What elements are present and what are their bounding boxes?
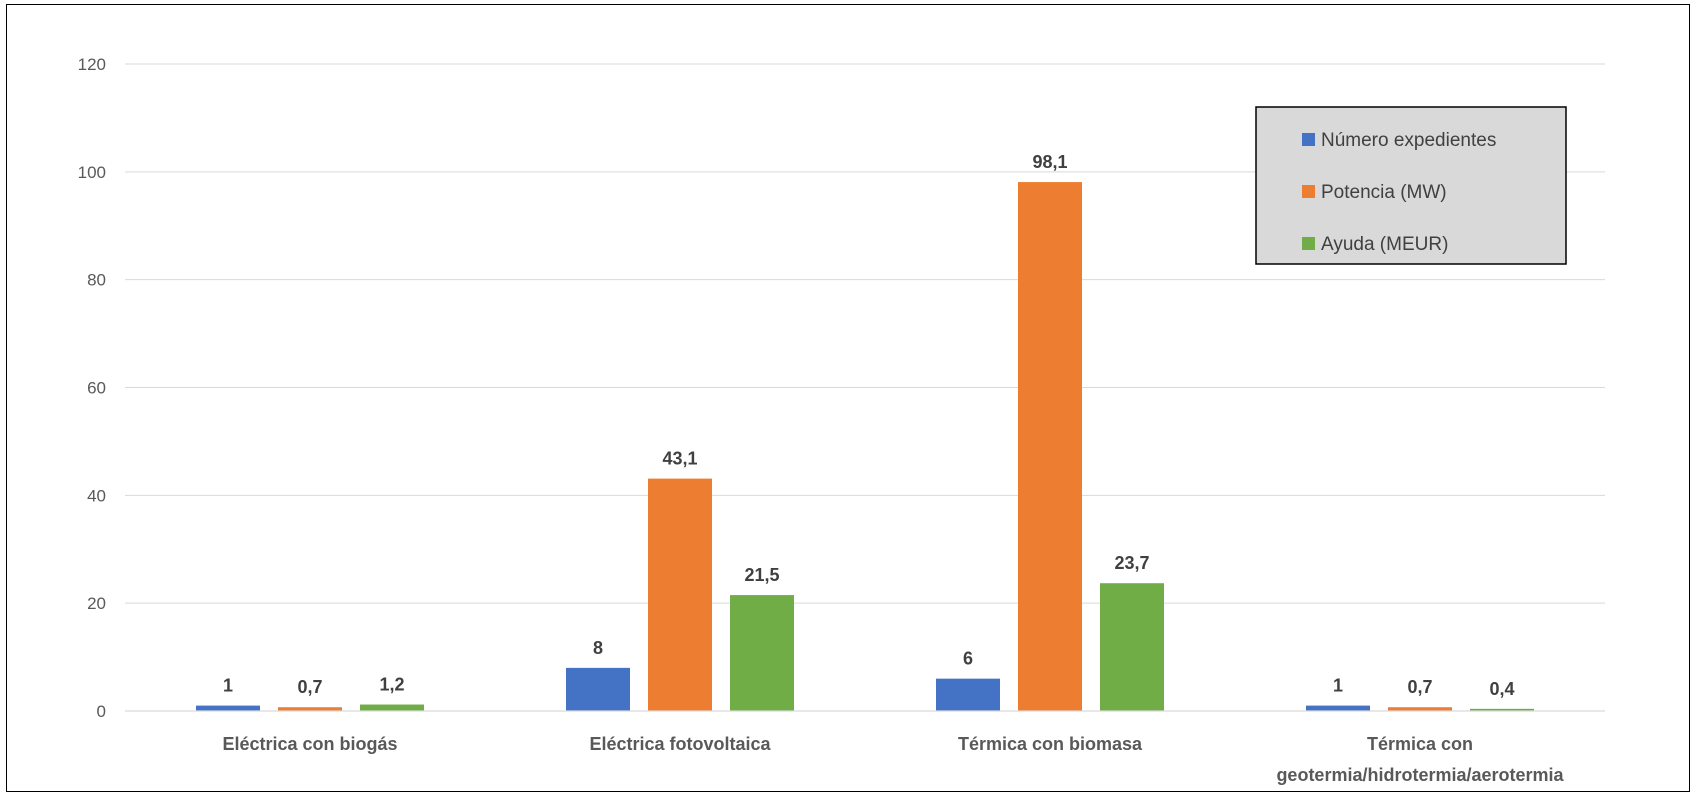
bar bbox=[730, 595, 794, 711]
y-tick-label: 20 bbox=[87, 594, 106, 613]
legend-swatch bbox=[1302, 133, 1315, 146]
data-label: 1,2 bbox=[379, 675, 404, 695]
data-label: 0,7 bbox=[297, 677, 322, 697]
data-label: 0,7 bbox=[1407, 677, 1432, 697]
y-tick-label: 120 bbox=[78, 55, 106, 74]
bar bbox=[360, 704, 424, 711]
legend-label: Ayuda (MEUR) bbox=[1321, 234, 1448, 255]
x-category-label: Térmica con bbox=[1367, 734, 1473, 754]
data-label: 0,4 bbox=[1489, 679, 1514, 699]
data-label: 1 bbox=[223, 676, 233, 696]
y-tick-label: 40 bbox=[87, 486, 106, 505]
bar bbox=[936, 678, 1000, 711]
x-category-label: Eléctrica fotovoltaica bbox=[589, 734, 771, 754]
bar bbox=[1388, 707, 1452, 711]
bar bbox=[566, 667, 630, 711]
bar bbox=[1470, 708, 1534, 711]
data-label: 23,7 bbox=[1114, 553, 1149, 573]
bar bbox=[196, 705, 260, 711]
data-label: 1 bbox=[1333, 676, 1343, 696]
y-tick-label: 60 bbox=[87, 379, 106, 398]
legend-label: Potencia (MW) bbox=[1321, 182, 1447, 203]
bar bbox=[1018, 182, 1082, 711]
x-category-label: geotermia/hidrotermia/aerotermia bbox=[1276, 765, 1564, 785]
legend-swatch bbox=[1302, 185, 1315, 198]
y-tick-label: 100 bbox=[78, 163, 106, 182]
data-label: 21,5 bbox=[744, 565, 779, 585]
data-label: 8 bbox=[593, 638, 603, 658]
bar bbox=[1100, 583, 1164, 711]
data-label: 98,1 bbox=[1032, 152, 1067, 172]
y-tick-label: 80 bbox=[87, 271, 106, 290]
legend-label: Número expedientes bbox=[1321, 130, 1496, 151]
bar bbox=[1306, 705, 1370, 711]
data-label: 6 bbox=[963, 649, 973, 669]
bar bbox=[648, 478, 712, 711]
bar bbox=[278, 707, 342, 711]
legend-swatch bbox=[1302, 237, 1315, 250]
data-label: 43,1 bbox=[662, 449, 697, 469]
y-tick-label: 0 bbox=[97, 702, 106, 721]
x-category-label: Eléctrica con biogás bbox=[222, 734, 397, 754]
x-category-label: Térmica con biomasa bbox=[958, 734, 1143, 754]
